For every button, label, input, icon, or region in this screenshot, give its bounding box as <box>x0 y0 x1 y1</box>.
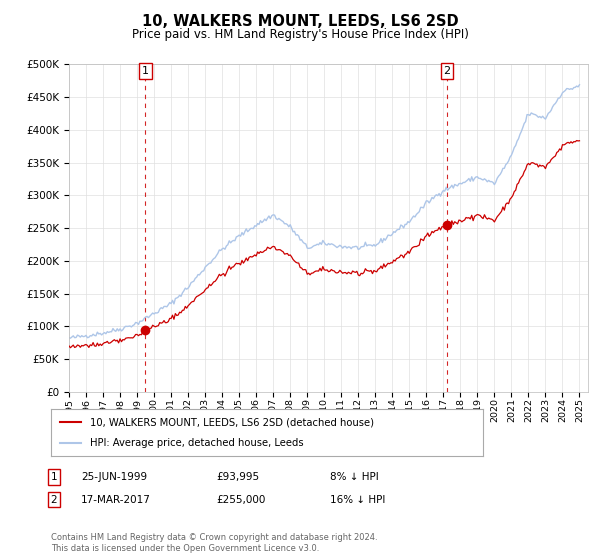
Text: 16% ↓ HPI: 16% ↓ HPI <box>330 494 385 505</box>
Text: Contains HM Land Registry data © Crown copyright and database right 2024.
This d: Contains HM Land Registry data © Crown c… <box>51 533 377 553</box>
Text: 10, WALKERS MOUNT, LEEDS, LS6 2SD: 10, WALKERS MOUNT, LEEDS, LS6 2SD <box>142 14 458 29</box>
Text: HPI: Average price, detached house, Leeds: HPI: Average price, detached house, Leed… <box>90 438 304 448</box>
Text: 17-MAR-2017: 17-MAR-2017 <box>81 494 151 505</box>
Text: 8% ↓ HPI: 8% ↓ HPI <box>330 472 379 482</box>
Text: 10, WALKERS MOUNT, LEEDS, LS6 2SD (detached house): 10, WALKERS MOUNT, LEEDS, LS6 2SD (detac… <box>90 417 374 427</box>
Text: 1: 1 <box>142 66 149 76</box>
Text: Price paid vs. HM Land Registry's House Price Index (HPI): Price paid vs. HM Land Registry's House … <box>131 28 469 41</box>
Text: £255,000: £255,000 <box>216 494 265 505</box>
Text: £93,995: £93,995 <box>216 472 259 482</box>
Text: 1: 1 <box>50 472 58 482</box>
Text: 2: 2 <box>443 66 451 76</box>
Text: 25-JUN-1999: 25-JUN-1999 <box>81 472 147 482</box>
Text: 2: 2 <box>50 494 58 505</box>
